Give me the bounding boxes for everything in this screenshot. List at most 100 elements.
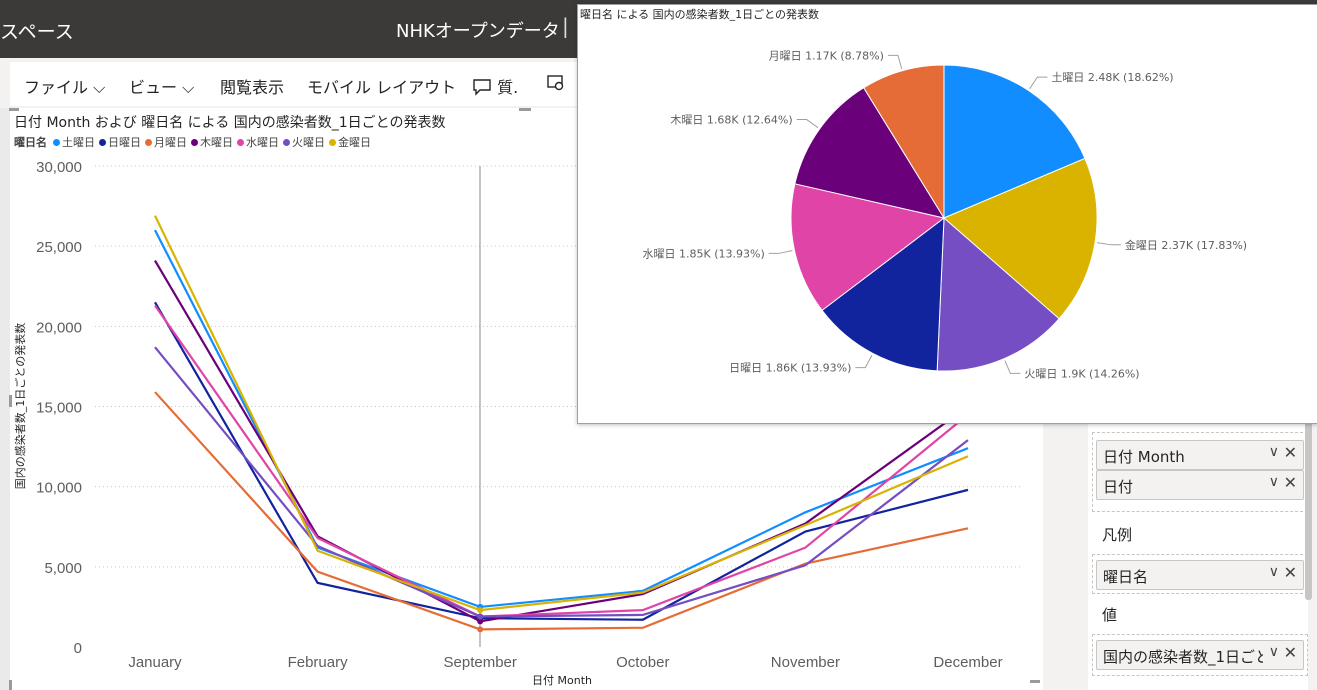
x-tick-label: October [616,654,669,671]
chevron-down-icon: ⌵ [93,78,106,97]
performance-icon [547,75,564,91]
qa-button[interactable]: 質. [472,74,518,98]
legend-dot [237,138,244,146]
report-title: NHKオープンデータ [396,21,560,42]
leader-line [1029,76,1048,90]
x-tick-label: September [444,654,517,671]
axis-field-month[interactable]: 日付 Month ∨ ✕ [1096,440,1304,470]
data-point [477,607,484,614]
legend-dot [53,138,60,146]
legend-item-wed[interactable]: 水曜日 [237,134,279,150]
resize-handle[interactable] [519,108,531,111]
values-well-area[interactable] [1092,634,1308,676]
pie-slice [863,64,945,220]
data-point [477,613,484,620]
legend-label: 日曜日 [108,136,141,149]
leader-line [1096,242,1121,246]
data-point [477,618,484,625]
line-chart[interactable]: 0 5,000 10,000 15,000 20,000 25,000 30,000 Janu… [0,100,1040,690]
y-tick-label: 0 [74,640,82,657]
close-icon[interactable]: ✕ [1283,473,1297,492]
resize-handle[interactable] [9,395,12,407]
pie-slice [936,216,1060,372]
field-label: 日付 [1103,478,1134,496]
chevron-down-icon[interactable]: ∨ [1268,444,1279,460]
field-label: 曜日名 [1103,568,1149,586]
slice-data-label: 木曜日 1.68K (12.64%) [670,114,792,127]
x-tick-label: February [288,654,349,671]
values-field[interactable]: 国内の感染者数_1日ごとの発表数 ∨ ✕ [1096,640,1304,670]
close-icon[interactable]: ✕ [1283,563,1297,582]
fields-pane-scrollbar[interactable] [1305,420,1312,600]
resize-handle[interactable] [9,108,19,111]
legend-item-tue[interactable]: 火曜日 [283,134,325,150]
view-menu-label: ビュー [129,78,178,97]
y-axis-title: 国内の感染者数_1日ごとの発表数 [13,323,27,489]
mobile-layout-button[interactable]: モバイル レイアウト [307,78,457,97]
axis-field-date[interactable]: 日付 ∨ ✕ [1096,470,1304,500]
slice-data-label: 金曜日 2.37K (17.83%) [1125,238,1247,252]
close-icon[interactable]: ✕ [1283,443,1297,462]
resize-handle[interactable] [9,680,12,690]
chevron-down-icon: ⌵ [182,78,195,97]
leader-line [768,250,793,254]
chevron-down-icon[interactable]: ∨ [1268,644,1279,660]
y-tick-label: 25,000 [36,239,82,256]
legend-dot [145,138,152,146]
pie-chart-title: 曜日名 による 国内の感染者数_1日ごとの発表数 [580,8,820,21]
close-icon[interactable]: ✕ [1283,643,1297,662]
workspace-label[interactable]: スペース [0,21,74,43]
pie-slice [794,87,946,219]
legend-item-mon[interactable]: 月曜日 [145,134,187,150]
series-line [154,215,969,612]
resize-handle[interactable] [1030,680,1040,683]
legend-field[interactable]: 曜日名 ∨ ✕ [1096,560,1304,590]
file-menu[interactable]: ファイル ⌵ [24,74,105,98]
legend-item-sat[interactable]: 土曜日 [53,134,95,150]
legend-dot [329,138,336,146]
legend-label: 火曜日 [292,136,325,149]
chevron-down-icon[interactable]: ∨ [1268,474,1279,490]
slice-data-label: 火曜日 1.9K (14.26%) [1024,367,1139,380]
series-line [154,260,969,623]
legend-label: 水曜日 [246,136,279,149]
x-tick-label: November [771,654,840,671]
slice-data-label: 土曜日 2.48K (18.62%) [1051,71,1173,84]
legend-section-heading: 凡例 [1102,526,1133,544]
field-label: 国内の感染者数_1日ごとの発表数 [1103,648,1263,666]
legend-item-sun[interactable]: 日曜日 [99,134,141,150]
legend-dot [283,138,290,146]
x-tick-label: January [128,654,182,671]
legend-dot [99,138,106,146]
file-menu-label: ファイル [24,78,89,97]
pie-chart[interactable]: 土曜日 2.48K (18.62%) 金曜日 2.37K (17.83%) 火曜日 … [577,10,1316,420]
x-axis-title: 日付 Month [532,674,592,687]
field-label: 日付 Month [1103,448,1185,466]
legend-title: 曜日名 [14,136,47,149]
line-chart-title: 日付 Month および 曜日名 による 国内の感染者数_1日ごとの発表数 [14,115,446,131]
leader-line [855,354,873,369]
reading-view-button[interactable]: 閲覧表示 [220,78,285,97]
leader-line [1004,360,1021,374]
qa-label: 質. [497,78,519,97]
pie-slice [943,64,1086,219]
series-line [154,391,969,631]
legend-label: 月曜日 [154,136,187,149]
slice-data-label: 日曜日 1.86K (13.93%) [729,362,851,375]
y-tick-label: 10,000 [36,480,82,497]
series-line [154,346,969,618]
legend-item-thu[interactable]: 木曜日 [191,134,233,150]
view-menu[interactable]: ビュー ⌵ [129,74,194,98]
chevron-down-icon[interactable]: ∨ [1268,564,1279,580]
y-tick-label: 20,000 [36,319,82,336]
legend-dot [191,138,198,146]
legend-item-fri[interactable]: 金曜日 [329,134,371,150]
slice-data-label: 水曜日 1.85K (13.93%) [643,247,765,260]
legend-label: 金曜日 [338,136,371,149]
y-tick-label: 15,000 [36,400,82,417]
performance-icon-button[interactable] [546,74,566,93]
leader-line [796,119,819,129]
comment-icon [473,79,491,96]
series-line [154,304,969,618]
pie-slice [790,183,946,312]
